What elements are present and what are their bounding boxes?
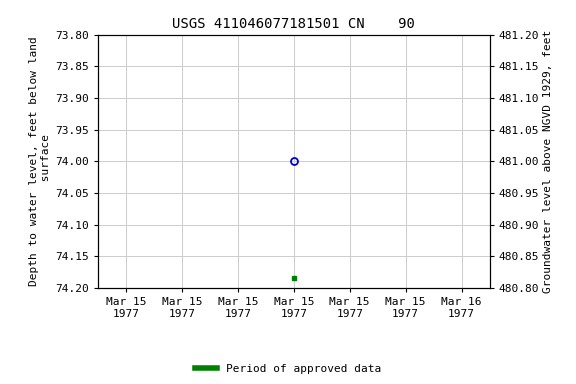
Title: USGS 411046077181501 CN    90: USGS 411046077181501 CN 90 [172,17,415,31]
Y-axis label: Depth to water level, feet below land
 surface: Depth to water level, feet below land su… [29,36,51,286]
Legend: Period of approved data: Period of approved data [191,359,385,379]
Y-axis label: Groundwater level above NGVD 1929, feet: Groundwater level above NGVD 1929, feet [543,30,554,293]
